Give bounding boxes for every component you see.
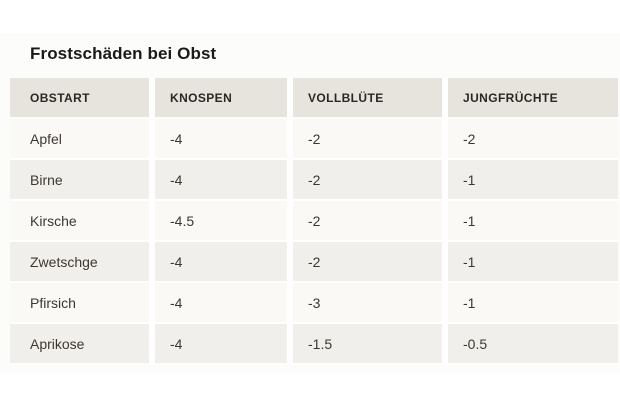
column-header-knospen: KNOSPEN bbox=[155, 78, 293, 119]
frost-damage-table: OBSTART KNOSPEN VOLLBLÜTE JUNGFRÜCHTE Ap… bbox=[10, 78, 618, 365]
table-row-kirsche: Kirsche -4.5 -2 -1 bbox=[10, 201, 618, 242]
cell-jungfruechte-value: -1 bbox=[448, 242, 618, 283]
table-row-birne: Birne -4 -2 -1 bbox=[10, 160, 618, 201]
table-row-aprikose: Aprikose -4 -1.5 -0.5 bbox=[10, 324, 618, 365]
cell-vollbluete-value: -3 bbox=[293, 283, 448, 324]
column-header-obstart: OBSTART bbox=[10, 78, 155, 119]
cell-knospen-value: -4 bbox=[155, 242, 293, 283]
cell-knospen-value: -4 bbox=[155, 160, 293, 201]
cell-vollbluete-value: -2 bbox=[293, 242, 448, 283]
cell-jungfruechte-value: -1 bbox=[448, 201, 618, 242]
cell-fruit-name: Birne bbox=[10, 160, 155, 201]
table-row-pfirsich: Pfirsich -4 -3 -1 bbox=[10, 283, 618, 324]
cell-jungfruechte-value: -2 bbox=[448, 119, 618, 160]
page-title: Frostschäden bei Obst bbox=[30, 44, 217, 63]
table-header-row: OBSTART KNOSPEN VOLLBLÜTE JUNGFRÜCHTE bbox=[10, 78, 618, 119]
cell-knospen-value: -4 bbox=[155, 283, 293, 324]
cell-vollbluete-value: -1.5 bbox=[293, 324, 448, 365]
column-header-vollbluete: VOLLBLÜTE bbox=[293, 78, 448, 119]
cell-knospen-value: -4 bbox=[155, 324, 293, 365]
cell-jungfruechte-value: -1 bbox=[448, 283, 618, 324]
cell-vollbluete-value: -2 bbox=[293, 201, 448, 242]
table-row-zwetschge: Zwetschge -4 -2 -1 bbox=[10, 242, 618, 283]
cell-vollbluete-value: -2 bbox=[293, 119, 448, 160]
cell-fruit-name: Aprikose bbox=[10, 324, 155, 365]
cell-fruit-name: Pfirsich bbox=[10, 283, 155, 324]
cell-fruit-name: Kirsche bbox=[10, 201, 155, 242]
cell-fruit-name: Zwetschge bbox=[10, 242, 155, 283]
cell-fruit-name: Apfel bbox=[10, 119, 155, 160]
cell-jungfruechte-value: -0.5 bbox=[448, 324, 618, 365]
cell-vollbluete-value: -2 bbox=[293, 160, 448, 201]
cell-knospen-value: -4.5 bbox=[155, 201, 293, 242]
cell-jungfruechte-value: -1 bbox=[448, 160, 618, 201]
cell-knospen-value: -4 bbox=[155, 119, 293, 160]
column-header-jungfruechte: JUNGFRÜCHTE bbox=[448, 78, 618, 119]
table-row-apfel: Apfel -4 -2 -2 bbox=[10, 119, 618, 160]
